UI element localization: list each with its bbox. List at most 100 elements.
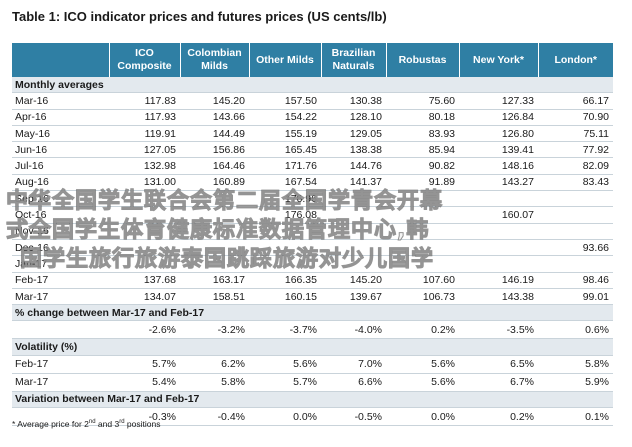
column-header-line1: New York* bbox=[473, 53, 524, 66]
table-cell bbox=[321, 206, 386, 224]
table-cell: 6.5% bbox=[459, 355, 538, 374]
footnote-prefix: * Average price for 2 bbox=[12, 419, 89, 429]
table-row: Aug-16 131.00 160.89 167.54 141.37 91.89 143.2… bbox=[12, 174, 613, 192]
table-cell: 5.9% bbox=[538, 373, 613, 392]
section-heading: Volatility (%) bbox=[12, 338, 613, 356]
column-header-line1: London* bbox=[554, 53, 598, 66]
table-cell: 98.46 bbox=[538, 272, 613, 289]
table-cell bbox=[180, 223, 249, 240]
table-row: May-16 119.91 144.49 155.19 129.05 83.93 126.8… bbox=[12, 125, 613, 143]
section-heading: % change between Mar-17 and Feb-17 bbox=[12, 304, 613, 322]
table-cell bbox=[386, 223, 459, 240]
table-cell: 127.33 bbox=[459, 92, 538, 110]
table-row: Mar-16 117.83 145.20 157.50 130.38 75.60 127.3… bbox=[12, 92, 613, 110]
table-cell: 128.10 bbox=[321, 109, 386, 126]
table-cell: -0.5% bbox=[321, 407, 386, 427]
column-header: Robustas bbox=[385, 43, 459, 77]
row-label: Feb-17 bbox=[12, 355, 109, 374]
table-row: Mar-17 134.07 158.51 160.15 139.67 106.73 143.… bbox=[12, 288, 613, 306]
table-cell bbox=[459, 190, 538, 208]
table-cell: 139.67 bbox=[321, 288, 386, 306]
row-label: Feb-17 bbox=[12, 272, 109, 289]
table-cell: 156.86 bbox=[180, 141, 249, 159]
table-cell: 141.37 bbox=[321, 174, 386, 192]
footnote-sup-nd: nd bbox=[88, 419, 96, 426]
table-title: Table 1: ICO indicator prices and future… bbox=[12, 9, 387, 24]
row-label: Aug-16 bbox=[12, 174, 109, 192]
table-cell bbox=[321, 223, 386, 240]
table-cell: 5.6% bbox=[386, 373, 459, 392]
table-cell: 82.09 bbox=[538, 157, 613, 175]
table-row: Nov-16 bbox=[12, 223, 613, 240]
table-cell: 85.94 bbox=[386, 141, 459, 159]
table-row: Jul-16 132.98 164.46 171.76 144.76 90.82 148.1… bbox=[12, 157, 613, 175]
column-header-line1: Robustas bbox=[398, 53, 447, 66]
table-cell: 127.05 bbox=[109, 141, 180, 159]
column-header: Brazilian Naturals bbox=[320, 43, 386, 77]
table-cell: 160.89 bbox=[180, 174, 249, 192]
table-cell: 143.38 bbox=[459, 288, 538, 306]
table-cell: -3.7% bbox=[249, 320, 321, 340]
table-cell: 154.22 bbox=[249, 109, 321, 126]
table-cell: 129.05 bbox=[321, 125, 386, 143]
table-row: Mar-17 5.4% 5.8% 5.7% 6.6% 5.6% 6.7% 5.9% bbox=[12, 373, 613, 392]
table-cell: -0.4% bbox=[180, 407, 249, 427]
table-cell: 126.84 bbox=[459, 109, 538, 126]
table-cell: 91.89 bbox=[386, 174, 459, 192]
table-cell bbox=[459, 239, 538, 257]
table-cell: 160.15 bbox=[249, 288, 321, 306]
table-cell bbox=[180, 255, 249, 273]
table-cell: 0.0% bbox=[386, 407, 459, 427]
table-row: -2.6% -3.2% -3.7% -4.0% 0.2% -3.5% 0.6% bbox=[12, 320, 613, 340]
row-label bbox=[12, 320, 109, 340]
table-cell: 5.6% bbox=[249, 355, 321, 374]
table-cell: 5.8% bbox=[538, 355, 613, 374]
table-cell: 144.76 bbox=[321, 157, 386, 175]
table-cell: 107.60 bbox=[386, 272, 459, 289]
table-row: Oct-16 176.08 160.07 bbox=[12, 206, 613, 224]
table-cell: 99.01 bbox=[538, 288, 613, 306]
table-cell: 132.98 bbox=[109, 157, 180, 175]
table-cell bbox=[109, 255, 180, 273]
table-cell: 131.00 bbox=[109, 174, 180, 192]
column-header-line2: Naturals bbox=[332, 60, 375, 72]
table-cell bbox=[321, 255, 386, 273]
table-cell bbox=[386, 206, 459, 224]
column-header-line1: Other Milds bbox=[256, 53, 314, 66]
footnote: * Average price for 2nd and 3rd position… bbox=[12, 419, 160, 429]
table-cell: 90.82 bbox=[386, 157, 459, 175]
table-row: Feb-17 137.68 163.17 166.35 145.20 107.60 146.… bbox=[12, 272, 613, 289]
column-header-line1: Colombian bbox=[187, 47, 242, 59]
table-cell bbox=[386, 190, 459, 208]
row-label: Apr-16 bbox=[12, 109, 109, 126]
table-cell: 145.20 bbox=[180, 92, 249, 110]
table-cell: -0.3% bbox=[109, 407, 180, 427]
table-cell: 5.6% bbox=[386, 355, 459, 374]
table-cell bbox=[459, 255, 538, 273]
table-cell bbox=[321, 190, 386, 208]
table-cell bbox=[109, 206, 180, 224]
table-cell: -4.0% bbox=[321, 320, 386, 340]
row-label: Mar-17 bbox=[12, 288, 109, 306]
table-cell: 167.54 bbox=[249, 174, 321, 192]
table-cell: 75.11 bbox=[538, 125, 613, 143]
table-cell bbox=[538, 255, 613, 273]
table-cell: 143.66 bbox=[180, 109, 249, 126]
footnote-sup-rd: rd bbox=[119, 419, 125, 426]
table-cell bbox=[538, 206, 613, 224]
row-label: Nov-16 bbox=[12, 223, 109, 240]
table-cell bbox=[109, 223, 180, 240]
table-cell: 6.7% bbox=[459, 373, 538, 392]
table-cell: 6.6% bbox=[321, 373, 386, 392]
table-cell: -2.6% bbox=[109, 320, 180, 340]
price-table: ICO Composite Colombian Milds Other Milds Bra… bbox=[12, 43, 613, 427]
table-cell: 70.90 bbox=[538, 109, 613, 126]
table-row: Sep-16 176.96 bbox=[12, 190, 613, 208]
footnote-suffix: positions bbox=[124, 419, 161, 429]
table-row: -0.3% -0.4% 0.0% -0.5% 0.0% 0.2% 0.1% bbox=[12, 407, 613, 427]
table-cell: 138.38 bbox=[321, 141, 386, 159]
table-cell: 143.27 bbox=[459, 174, 538, 192]
table-cell: 119.91 bbox=[109, 125, 180, 143]
table-cell: 157.50 bbox=[249, 92, 321, 110]
table-cell: 130.38 bbox=[321, 92, 386, 110]
